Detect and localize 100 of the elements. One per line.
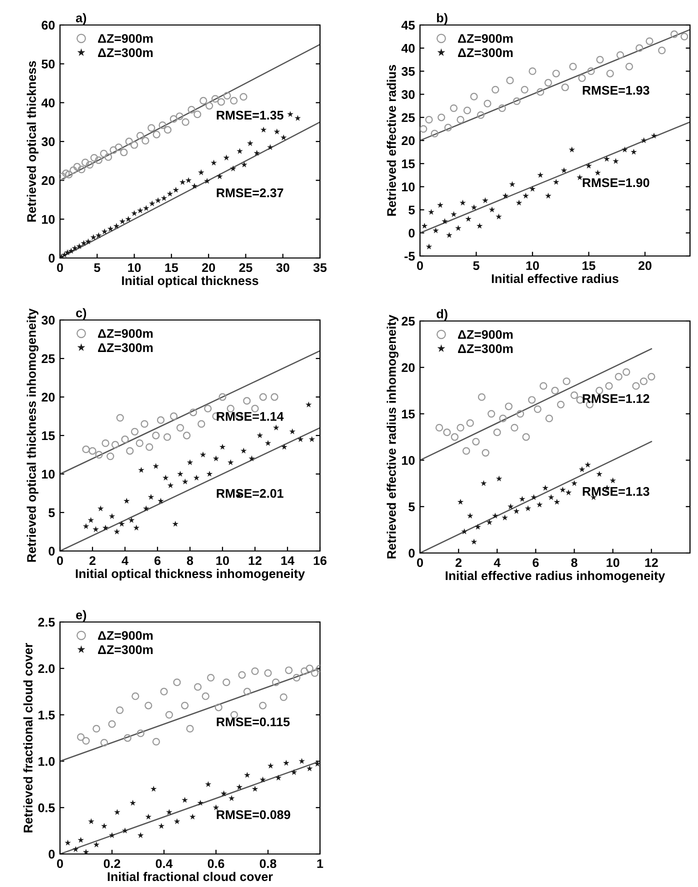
x-tick-label: 12 [248, 556, 262, 565]
x-tick-label: 1 [317, 859, 324, 868]
x-tick-label: 8 [186, 556, 194, 566]
x-tick-label: 14 [281, 556, 294, 565]
legend-label: ΔZ=900m [458, 34, 513, 43]
x-tick-label: 35 [313, 263, 327, 272]
x-tick-label: 5 [473, 261, 480, 270]
x-axis-title: Initial optical thickness [122, 276, 258, 288]
y-axis-title: Retrieved fractional cloud cover [23, 643, 33, 832]
x-tick-label: 0.8 [260, 859, 276, 868]
y-axis-title: Retrieved optical thickness [26, 61, 38, 222]
x-axis-title: Initial effective radius [492, 274, 618, 284]
x-tick-label: 0 [57, 859, 63, 868]
y-axis-title: Retrieved optical thickness inhomogeneity [26, 308, 38, 562]
x-tick-label: 0.4 [156, 859, 173, 868]
y-tick-label: 2.0 [38, 664, 55, 674]
annotation: RMSE=0.115 [216, 717, 290, 726]
y-tick-label: 40 [401, 44, 415, 53]
legend-label: ΔZ=900m [98, 34, 153, 43]
y-tick-label: 20 [402, 363, 415, 372]
legend-label: ΔZ=300m [458, 48, 513, 58]
y-tick-label: 5 [48, 508, 55, 518]
chart-title: c) [76, 308, 86, 320]
y-tick-label: 0.5 [38, 803, 55, 812]
y-tick-label: 35 [402, 67, 415, 76]
x-tick-label: 2 [89, 556, 96, 565]
y-tick-label: 0 [408, 228, 415, 238]
legend-label: ΔZ=300m [98, 645, 153, 654]
y-tick-label: 1.5 [38, 710, 55, 720]
legend-label: ΔZ=300m [98, 343, 153, 352]
annotation: RMSE=1.93 [582, 86, 650, 95]
x-tick-label: 2 [456, 558, 462, 567]
y-tick-label: 30 [42, 137, 55, 146]
y-tick-label: 10 [402, 456, 415, 465]
x-tick-label: 30 [276, 263, 290, 272]
annotation: RMSE=1.13 [582, 486, 650, 496]
y-tick-label: 15 [42, 431, 55, 440]
annotation: RMSE=0.089 [216, 810, 290, 820]
y-tick-label: 1.0 [38, 757, 55, 766]
x-tick-label: 10 [128, 263, 141, 272]
x-tick-label: 8 [571, 558, 578, 568]
x-tick-label: 6 [154, 556, 161, 566]
y-tick-label: 15 [402, 410, 415, 418]
legend-label: ΔZ=900m [98, 329, 153, 338]
y-tick-label: 15 [402, 160, 415, 168]
annotation: RMSE=1.35 [216, 110, 284, 120]
x-tick-label: 0 [57, 263, 63, 272]
x-tick-label: 5 [94, 263, 100, 272]
y-tick-label: 45 [401, 20, 415, 30]
y-tick-label: 25 [42, 354, 55, 364]
x-axis-title: Initial optical thickness inhomogeneity [76, 568, 305, 581]
x-tick-label: 0.6 [208, 859, 224, 868]
x-tick-label: 4 [122, 556, 128, 565]
x-tick-label: 20 [638, 261, 652, 270]
annotation: RMSE=2.37 [216, 188, 284, 198]
y-tick-label: 40 [41, 98, 55, 108]
x-tick-label: 10 [606, 558, 620, 568]
y-tick-label: 30 [402, 90, 415, 99]
y-tick-label: 20 [42, 176, 55, 185]
x-tick-label: 0 [57, 556, 63, 566]
x-tick-label: 6 [532, 558, 539, 568]
y-tick-label: 60 [42, 20, 55, 30]
chart-title: e) [76, 610, 86, 622]
x-tick-label: 0.2 [104, 859, 120, 868]
x-tick-label: 15 [582, 261, 596, 270]
x-axis-title: Initial effective radius inhomogeneity [446, 570, 666, 583]
chart-title: d) [436, 309, 448, 321]
x-tick-label: 4 [494, 558, 501, 567]
x-tick-label: 10 [526, 261, 539, 270]
y-tick-label: 5 [408, 206, 415, 214]
y-tick-label: 10 [402, 182, 415, 192]
x-tick-label: 20 [202, 263, 216, 272]
y-tick-label: 0 [48, 254, 55, 263]
y-axis-title: Retrieved effective radius inhomogeneity [386, 314, 398, 558]
x-tick-label: 25 [239, 263, 252, 272]
y-tick-label: 2.5 [38, 618, 55, 627]
y-tick-label: 10 [42, 470, 55, 479]
x-axis-title: Initial fractional cloud cover [108, 872, 273, 882]
x-tick-label: 12 [645, 558, 658, 567]
y-tick-label: 0 [408, 548, 415, 558]
y-tick-label: 0 [48, 546, 55, 556]
y-tick-label: -5 [404, 252, 415, 261]
chart-title: b) [437, 13, 448, 25]
annotation: RMSE=1.90 [582, 178, 650, 188]
x-tick-label: 0 [417, 558, 423, 568]
annotation: RMSE=2.01 [216, 488, 284, 498]
y-tick-label: 5 [408, 502, 415, 512]
x-tick-label: 16 [314, 556, 326, 566]
x-tick-label: 10 [216, 556, 229, 566]
legend-label: ΔZ=900m [458, 330, 513, 339]
y-tick-label: 0 [48, 850, 55, 859]
y-tick-label: 25 [402, 113, 415, 122]
annotation: RMSE=1.12 [582, 394, 650, 404]
annotation: RMSE=1.14 [216, 412, 284, 421]
x-tick-label: 15 [165, 263, 178, 272]
y-tick-label: 25 [402, 316, 415, 326]
legend-label: ΔZ=300m [458, 344, 513, 354]
chart-title: a) [76, 13, 86, 25]
y-tick-label: 20 [402, 136, 415, 146]
y-tick-label: 30 [42, 316, 55, 325]
